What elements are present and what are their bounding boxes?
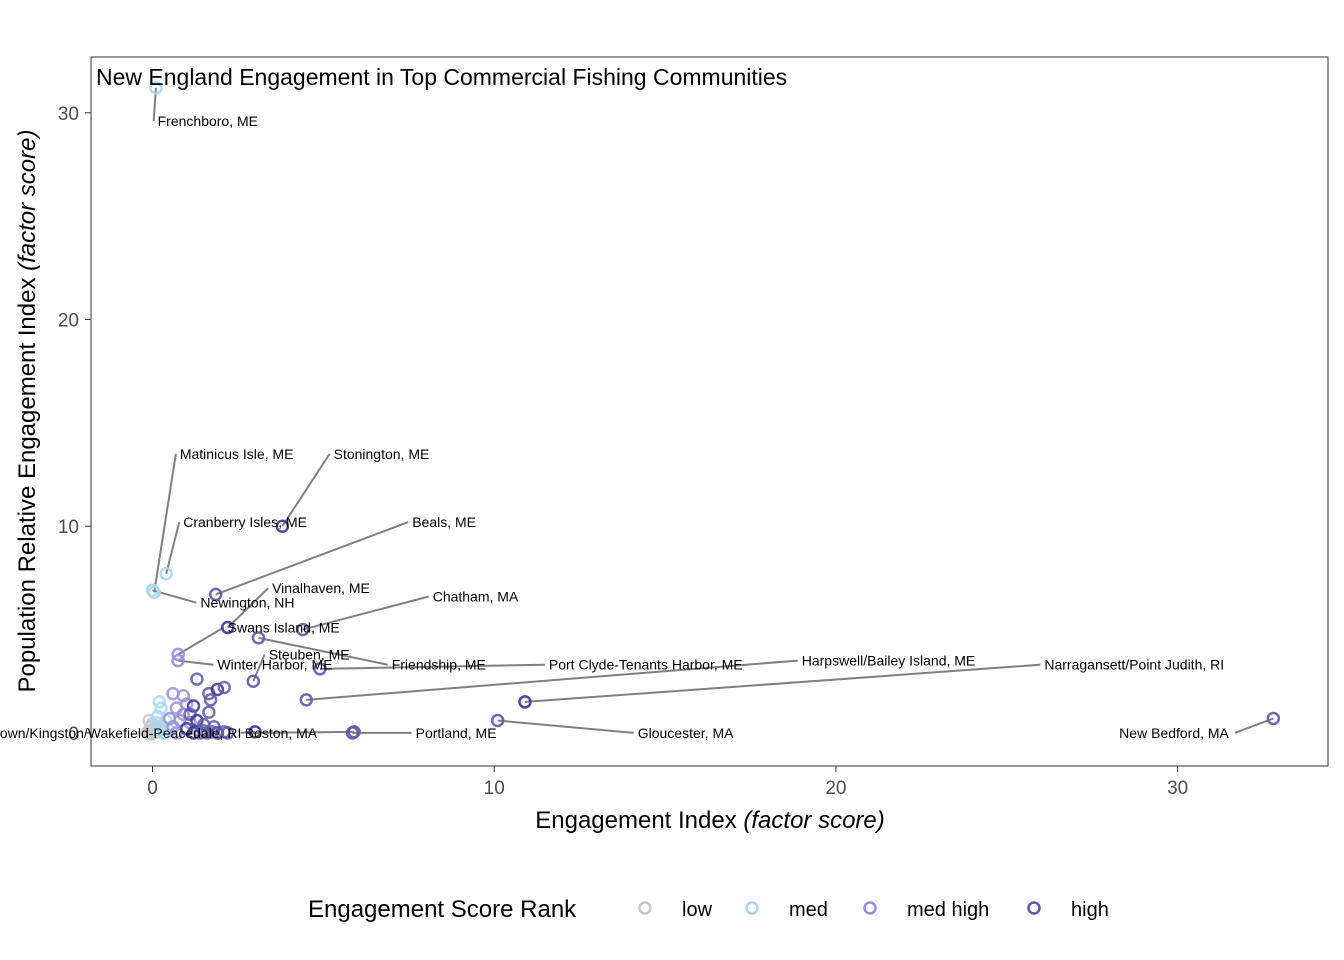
point-label: Beals, ME bbox=[412, 514, 476, 530]
point-label: Narragansett/Point Judith, RI bbox=[1044, 657, 1224, 673]
data-point bbox=[220, 726, 235, 740]
data-point-vinalhaven-me bbox=[220, 620, 235, 635]
legend-swatch-med bbox=[745, 901, 759, 915]
legend-title: Engagement Score Rank bbox=[308, 896, 577, 923]
leader-line bbox=[258, 636, 388, 666]
data-point-cranberry-isles-me bbox=[159, 567, 173, 581]
leader-line bbox=[497, 719, 634, 734]
point-label: Chatham, MA bbox=[433, 589, 519, 605]
legend-swatch-low bbox=[638, 901, 652, 915]
point-label: Cranberry Isles, ME bbox=[183, 514, 307, 530]
leader-line bbox=[215, 521, 409, 596]
data-point-steuben-me bbox=[246, 674, 261, 689]
point-label: Newington, NH bbox=[200, 595, 294, 611]
data-point-beals-me bbox=[208, 587, 223, 602]
legend-label-low: low bbox=[682, 899, 713, 921]
point-label: Portland, ME bbox=[416, 725, 497, 741]
data-point-new-bedford-ma bbox=[1266, 711, 1281, 726]
legend-swatch-med-high bbox=[863, 901, 877, 915]
leader-line bbox=[153, 453, 177, 593]
data-point bbox=[197, 724, 211, 738]
data-point bbox=[162, 711, 177, 726]
data-point-chatham-ma bbox=[296, 622, 310, 637]
data-point bbox=[176, 707, 191, 722]
axis-ticks: 0 10 20 30 0 10 20 30 bbox=[58, 104, 1188, 799]
data-point-winter-harbor-me bbox=[171, 653, 185, 668]
data-point bbox=[205, 725, 220, 739]
data-point bbox=[152, 695, 167, 709]
y-tick-label: 30 bbox=[58, 104, 79, 125]
y-tick-label: 20 bbox=[58, 311, 79, 332]
point-label: Stonington, ME bbox=[334, 446, 430, 462]
point-label: Steuben, ME bbox=[269, 646, 350, 662]
data-point-harpswell-bailey-island-me bbox=[299, 693, 314, 707]
legend: Engagement Score Rank low med med high h… bbox=[308, 896, 1109, 923]
data-point-newington-nh bbox=[145, 583, 160, 598]
data-point-gloucester-ma bbox=[490, 713, 505, 728]
legend-label-high: high bbox=[1071, 899, 1109, 921]
data-point bbox=[154, 701, 168, 715]
leader-line bbox=[302, 595, 429, 631]
data-point bbox=[203, 693, 218, 707]
data-point bbox=[190, 672, 204, 686]
x-tick-label: 20 bbox=[825, 778, 846, 799]
data-point-portland-me bbox=[345, 726, 360, 740]
data-point bbox=[202, 705, 216, 720]
point-label: Harpswell/Bailey Island, ME bbox=[802, 653, 976, 669]
data-point bbox=[217, 680, 232, 695]
data-points bbox=[140, 81, 1281, 741]
y-tick-label: 10 bbox=[58, 517, 79, 538]
legend-label-med-high: med high bbox=[907, 899, 989, 921]
point-label: Gloucester, MA bbox=[638, 725, 734, 741]
leader-line bbox=[306, 659, 798, 701]
y-axis-label: Population Relative Engagement Index (fa… bbox=[14, 130, 41, 693]
point-label: Swans Island, ME bbox=[228, 620, 340, 636]
legend-swatch-high bbox=[1027, 901, 1041, 915]
data-point-swans-island-me bbox=[171, 647, 185, 662]
point-labels: Frenchboro, ME Matinicus Isle, ME Stoningt… bbox=[0, 113, 1230, 741]
x-tick-label: 10 bbox=[484, 778, 505, 799]
leader-line bbox=[177, 626, 225, 656]
leader-line bbox=[319, 663, 545, 670]
point-label: South Kingstown/Kingston/Wakefield-Peace… bbox=[0, 725, 241, 741]
leader-line bbox=[226, 587, 269, 629]
leader-line bbox=[165, 521, 181, 575]
leader-line bbox=[524, 663, 1041, 703]
data-point-friendship-me bbox=[251, 631, 266, 645]
data-point-frenchboro-me bbox=[149, 81, 163, 95]
plot-panel bbox=[90, 56, 1329, 767]
data-point bbox=[179, 722, 194, 736]
data-point-stonington-me bbox=[275, 519, 290, 533]
data-point bbox=[210, 682, 225, 697]
label-leader-lines bbox=[152, 87, 1274, 734]
point-label: New Bedford, MA bbox=[1119, 725, 1229, 741]
data-point-boston-ma bbox=[248, 725, 262, 739]
data-point-narragansett-point-judith-ri bbox=[518, 695, 532, 709]
legend-label-med: med bbox=[789, 899, 828, 921]
point-label: Matinicus Isle, ME bbox=[180, 446, 294, 462]
data-point-port-clyde-tenants-harbor-me bbox=[313, 662, 327, 676]
leader-line bbox=[281, 453, 331, 527]
data-point bbox=[152, 719, 167, 734]
point-label: Winter Harbor, ME bbox=[217, 657, 332, 673]
point-label: Vinalhaven, ME bbox=[272, 580, 370, 596]
point-label: Port Clyde-Tenants Harbor, ME bbox=[549, 657, 743, 673]
y-tick-label: 0 bbox=[68, 724, 79, 745]
leader-line bbox=[1234, 717, 1274, 734]
point-label: Friendship, ME bbox=[392, 657, 486, 673]
x-axis-label: Engagement Index (factor score) bbox=[535, 807, 885, 834]
leader-line bbox=[247, 730, 355, 734]
x-tick-label: 30 bbox=[1167, 778, 1188, 799]
point-label: Frenchboro, ME bbox=[158, 113, 258, 129]
chart-title: New England Engagement in Top Commercial… bbox=[96, 64, 787, 90]
x-tick-label: 0 bbox=[147, 778, 158, 799]
point-label: Boston, MA bbox=[245, 725, 318, 741]
